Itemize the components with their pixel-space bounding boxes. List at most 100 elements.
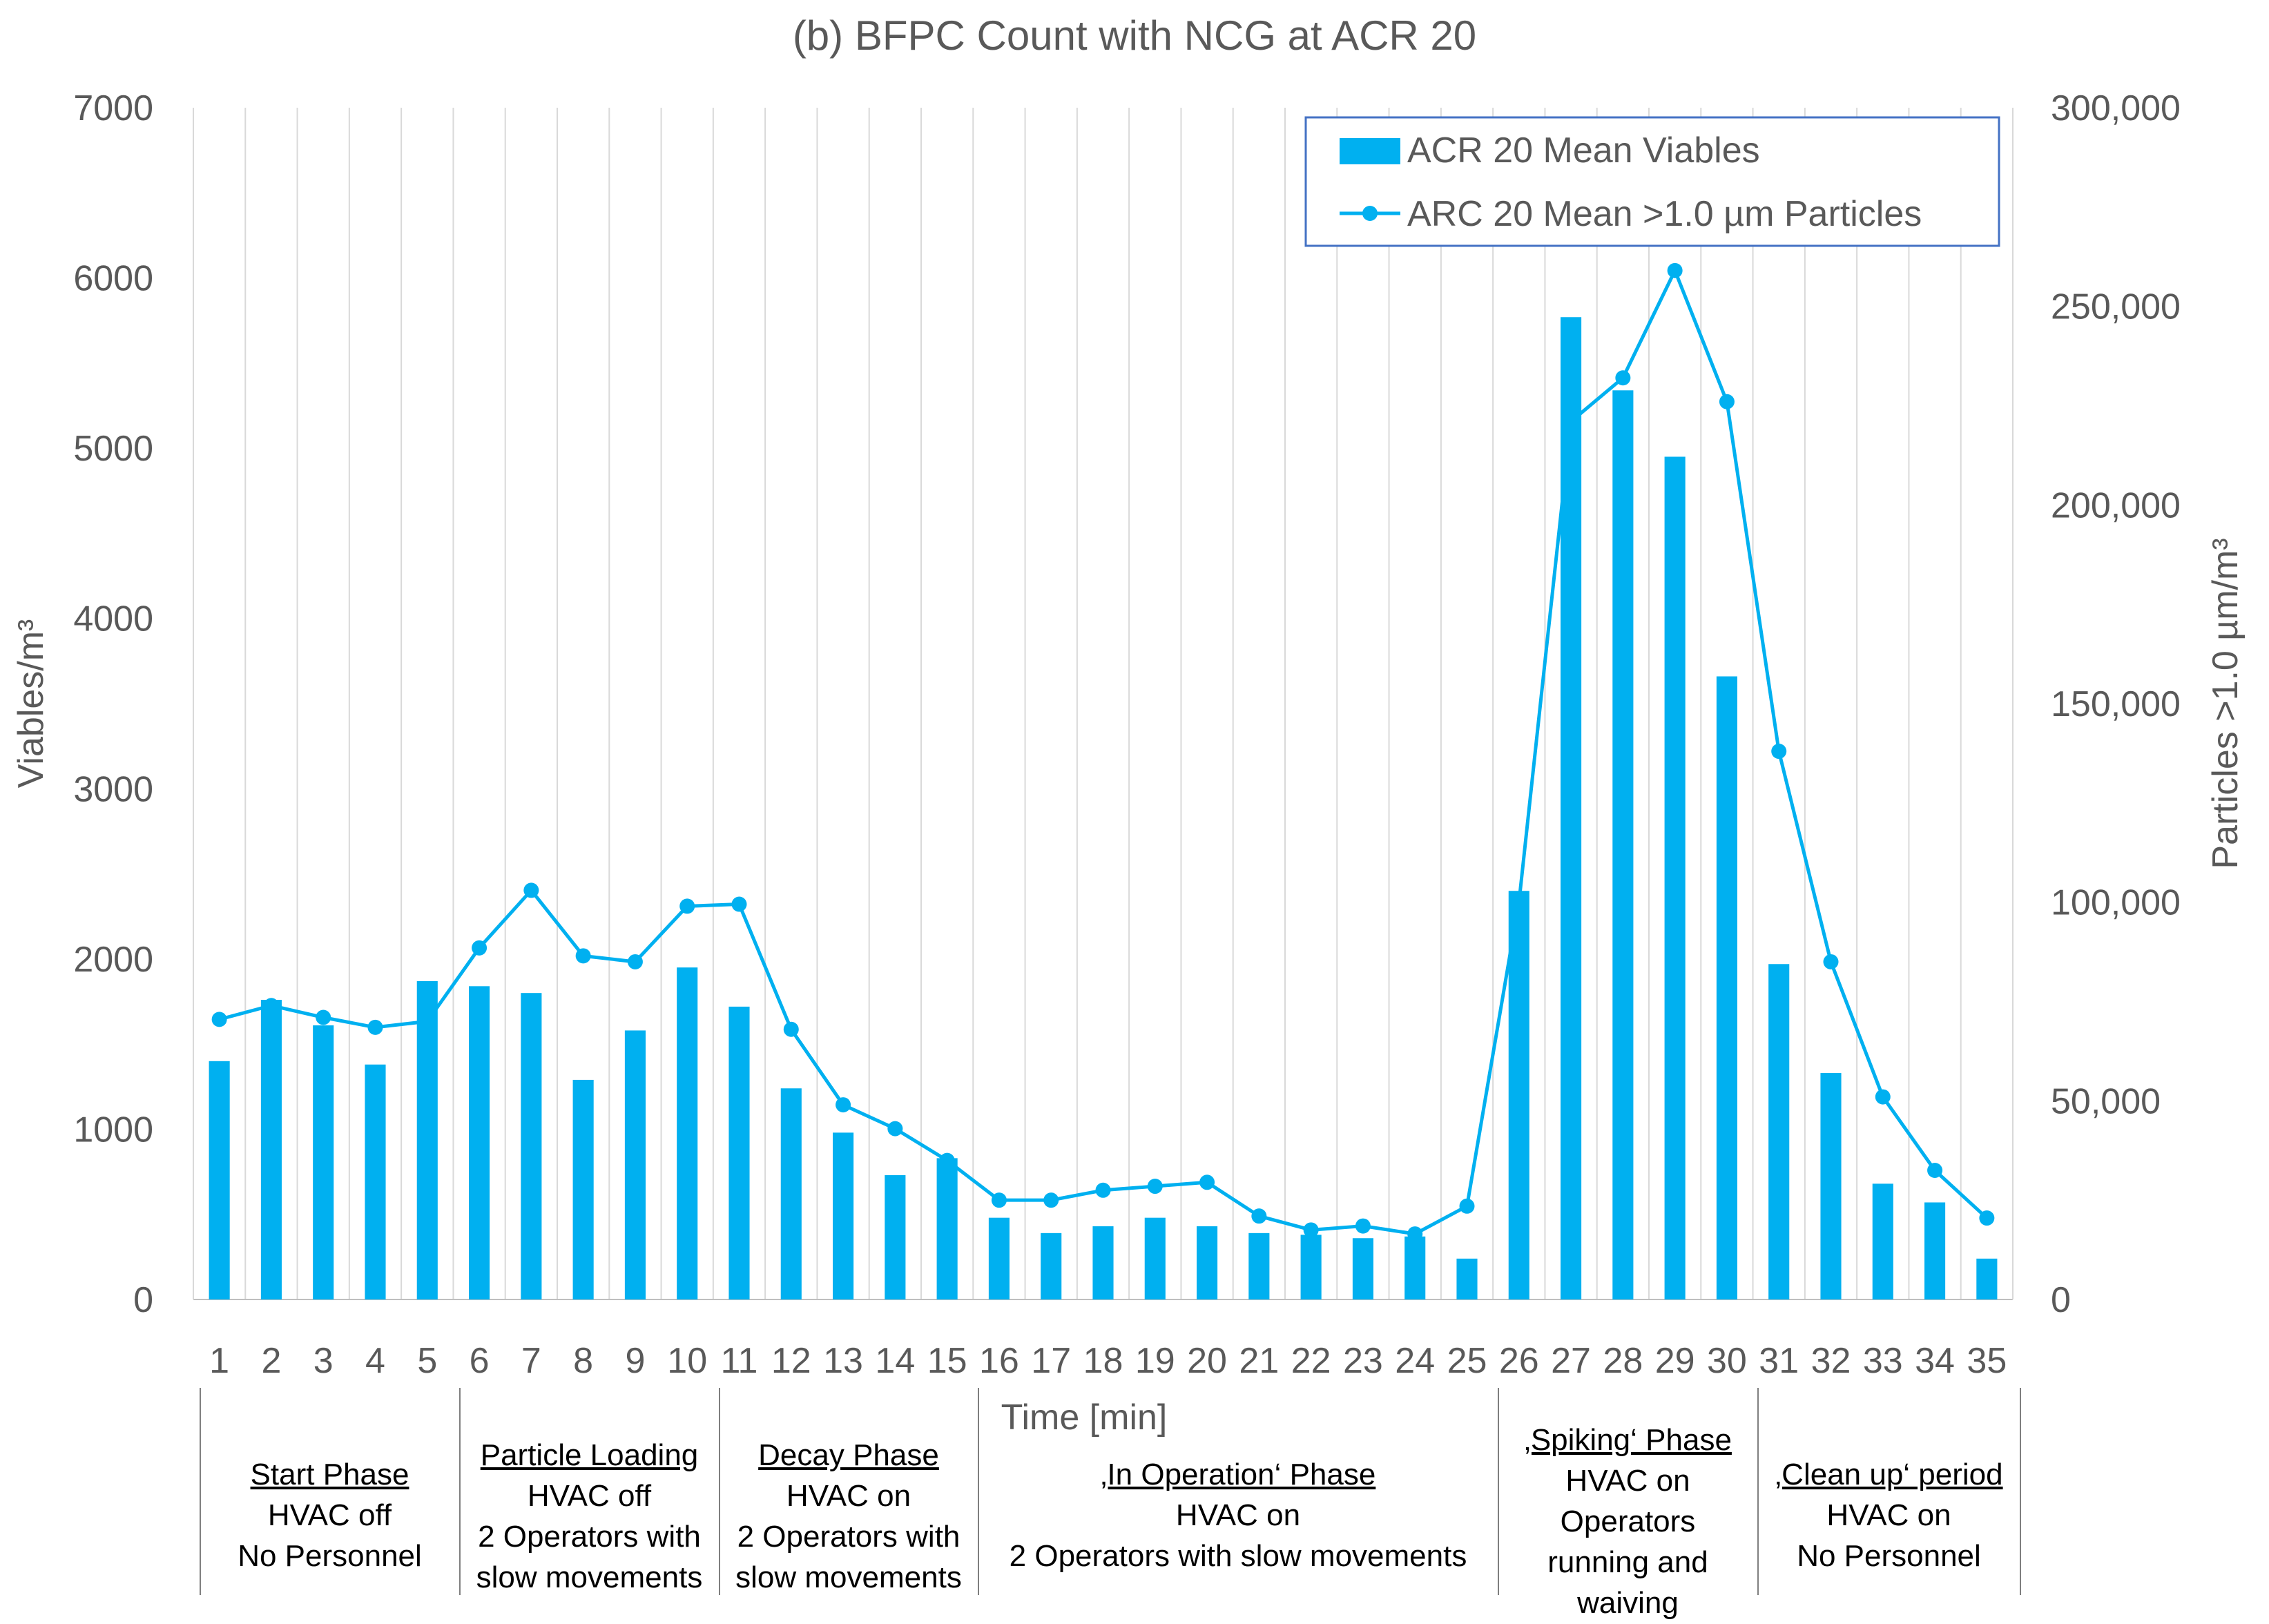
bar [677, 967, 698, 1299]
bar [1924, 1202, 1946, 1299]
line-point [1875, 1089, 1891, 1105]
x-tick-label: 25 [1447, 1341, 1487, 1381]
phase-detail: No Personnel [238, 1539, 422, 1573]
phase-title: ‚In Operation‘ Phase [1100, 1458, 1376, 1491]
bar [936, 1158, 958, 1299]
bar [313, 1025, 334, 1299]
x-tick-label: 9 [625, 1341, 645, 1381]
bar [1456, 1258, 1478, 1299]
x-tick-label: 30 [1707, 1341, 1747, 1381]
x-tick-label: 35 [1967, 1341, 2007, 1381]
phase-divider [719, 1388, 720, 1595]
x-tick-label: 5 [417, 1341, 437, 1381]
phase-detail: Operators [1560, 1505, 1696, 1538]
bar [521, 993, 542, 1299]
phase-in-operation: ‚In Operation‘ Phase HVAC on 2 Operators… [978, 1454, 1498, 1576]
bar-series [209, 317, 1998, 1300]
phase-divider [1757, 1388, 1759, 1595]
phase-detail: HVAC on [786, 1479, 911, 1513]
phase-spiking: ‚Spiking‘ Phase HVAC on Operators runnin… [1498, 1420, 1757, 1623]
y-right-tick-label: 250,000 [2051, 287, 2181, 327]
legend-bar-swatch [1340, 138, 1400, 164]
line-point [1511, 894, 1527, 910]
phase-detail: HVAC off [527, 1479, 652, 1513]
phase-detail: slow movements [735, 1560, 962, 1594]
bar [1664, 456, 1686, 1299]
line-point [419, 1014, 435, 1030]
phase-detail: HVAC on [1175, 1498, 1301, 1532]
bar [1976, 1258, 1998, 1299]
line-point [1147, 1179, 1163, 1195]
x-tick-label: 15 [927, 1341, 967, 1381]
line-point [731, 896, 747, 912]
line-point [1667, 262, 1683, 278]
x-tick-label: 4 [365, 1341, 385, 1381]
line-point [1927, 1163, 1943, 1179]
bar [416, 980, 438, 1299]
y-right-tick-label: 150,000 [2051, 684, 2181, 724]
line-point [1823, 954, 1839, 969]
bar [1508, 891, 1529, 1299]
phase-clean-up: ‚Clean up‘ period HVAC on No Personnel [1758, 1454, 2020, 1576]
line-point [1719, 394, 1735, 409]
x-tick-label: 12 [771, 1341, 811, 1381]
bar [1872, 1183, 1893, 1299]
legend-line-marker [1362, 206, 1378, 221]
line-point [316, 1009, 331, 1025]
chart-title: (b) BFPC Count with NCG at ACR 20 [793, 12, 1476, 59]
y-left-tick-label: 5000 [73, 429, 153, 469]
x-tick-label: 28 [1603, 1341, 1643, 1381]
x-tick-label: 21 [1239, 1341, 1279, 1381]
line-point [1979, 1210, 1995, 1226]
y-left-tick-label: 7000 [73, 88, 153, 128]
phase-title: Particle Loading [480, 1438, 699, 1472]
y-right-tick-label: 100,000 [2051, 883, 2181, 923]
bar [885, 1175, 906, 1299]
legend-box [1304, 116, 2000, 247]
phase-divider [978, 1388, 979, 1595]
phase-title: Decay Phase [758, 1438, 939, 1472]
x-axis-label: Time [min] [1001, 1398, 1168, 1438]
y-left-tick-label: 3000 [73, 769, 153, 809]
x-tick-label: 7 [521, 1341, 541, 1381]
x-tick-label: 18 [1083, 1341, 1123, 1381]
phase-detail: HVAC on [1826, 1498, 1951, 1532]
phase-start: Start Phase HVAC off No Personnel [200, 1454, 459, 1576]
line-point [1563, 414, 1579, 429]
bar [1561, 317, 1582, 1300]
line-series [211, 262, 1995, 1242]
right-axis-ticks: 0 50,000 100,000 150,000 200,000 250,000 300,0… [2051, 88, 2181, 1320]
y-axis-right-label: Particles >1.0 µm/m³ [2205, 538, 2246, 869]
y-left-tick-label: 4000 [73, 599, 153, 639]
line-point [1199, 1174, 1215, 1190]
x-tick-label: 26 [1499, 1341, 1539, 1381]
x-tick-label: 8 [573, 1341, 593, 1381]
line-point [367, 1019, 383, 1035]
x-tick-label: 29 [1655, 1341, 1695, 1381]
x-tick-label: 2 [261, 1341, 281, 1381]
line-point [523, 882, 539, 898]
x-tick-label: 10 [667, 1341, 707, 1381]
bar [833, 1132, 854, 1299]
x-tick-label: 31 [1759, 1341, 1799, 1381]
bar [728, 1006, 750, 1299]
x-tick-label: 24 [1395, 1341, 1435, 1381]
phase-detail: 2 Operators with [478, 1520, 701, 1554]
x-tick-label: 11 [721, 1341, 758, 1381]
x-tick-label: 17 [1031, 1341, 1071, 1381]
x-tick-label: 3 [313, 1341, 334, 1381]
line-point [1407, 1226, 1423, 1242]
phase-divider [459, 1388, 461, 1595]
x-tick-label: 23 [1343, 1341, 1383, 1381]
x-tick-label: 14 [875, 1341, 915, 1381]
y-right-tick-label: 200,000 [2051, 485, 2181, 525]
line-point [991, 1192, 1007, 1208]
phase-title: Start Phase [250, 1458, 409, 1491]
line-point [1355, 1218, 1371, 1234]
phase-detail: waiving [1577, 1586, 1679, 1620]
bar [1404, 1236, 1426, 1299]
bar [1041, 1232, 1062, 1299]
y-left-tick-label: 2000 [73, 940, 153, 980]
bar [469, 986, 490, 1299]
